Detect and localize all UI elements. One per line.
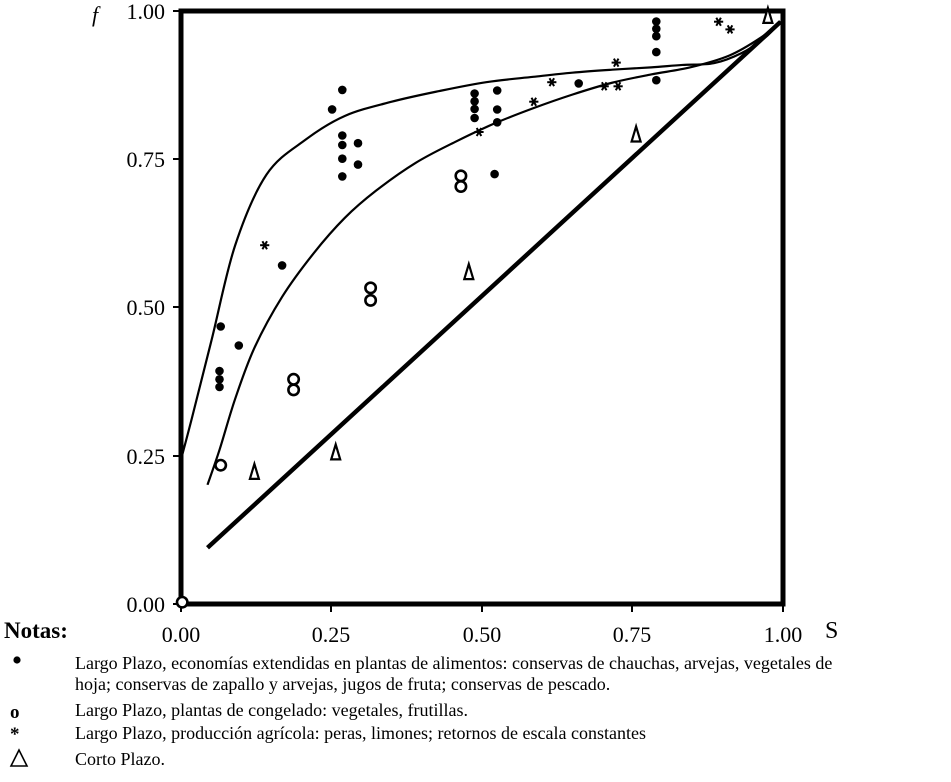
svg-text:Largo Plazo, producción agríco: Largo Plazo, producción agrícola: peras,… [75, 723, 646, 743]
svg-text:Notas:: Notas: [4, 618, 68, 643]
svg-text:Largo Plazo, plantas de congel: Largo Plazo, plantas de congelado: veget… [75, 700, 468, 720]
svg-text:*: * [10, 724, 20, 745]
svg-text:Largo Plazo, economías extendi: Largo Plazo, economías extendidas en pla… [75, 653, 832, 673]
svg-text:Corto Plazo.: Corto Plazo. [75, 749, 165, 769]
svg-text:o: o [10, 702, 20, 723]
svg-text:hoja; conservas de zapallo y a: hoja; conservas de zapallo y arvejas, ju… [75, 674, 610, 694]
